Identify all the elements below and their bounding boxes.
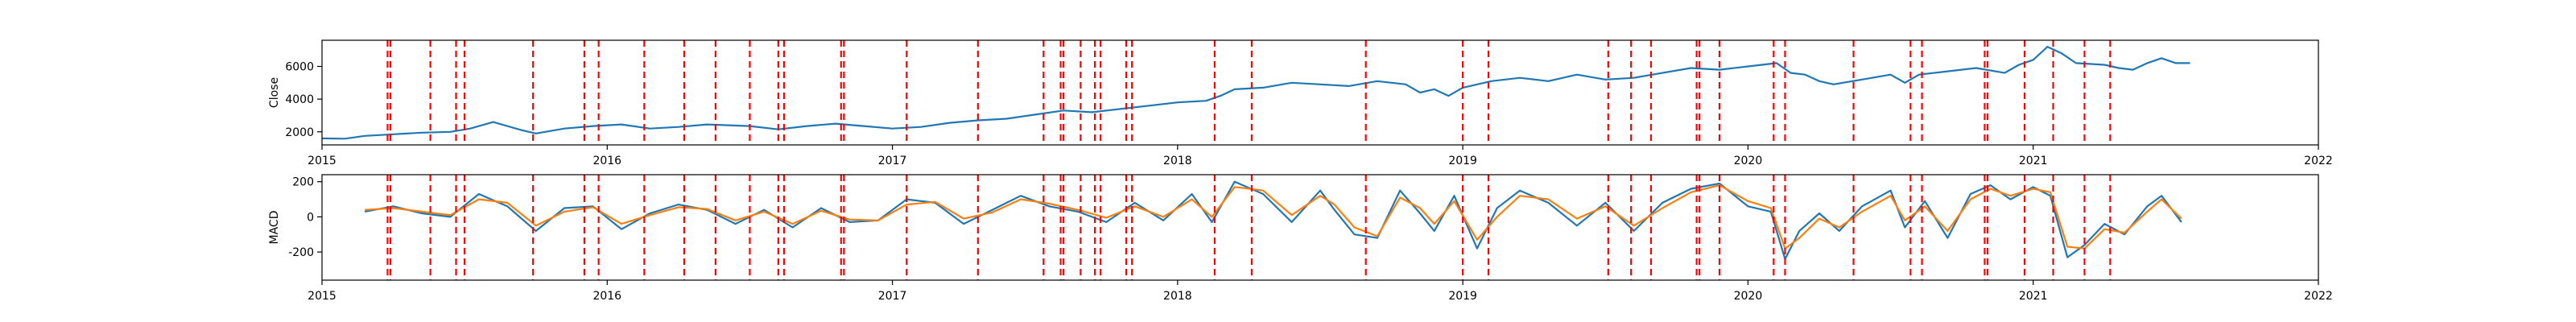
axes-frame — [321, 174, 2319, 281]
x-tick-label: 2022 — [2304, 290, 2333, 303]
close-price-panel: 2000 4000 6000 2015 2016 2017 2018 2019 2020 2021… — [268, 39, 2333, 167]
x-tick-label: 2021 — [2019, 290, 2048, 303]
x-tick-label: 2015 — [308, 155, 336, 167]
y-tick-label: 200 — [292, 176, 314, 189]
signal-series-line — [365, 184, 2182, 250]
x-tick-label: 2016 — [592, 290, 621, 303]
x-tick-label: 2020 — [1734, 155, 1763, 167]
close-series-line — [321, 45, 2190, 140]
x-tick-label: 2017 — [878, 290, 907, 303]
y-tick-label: 0 — [307, 211, 314, 224]
x-tick-label: 2020 — [1734, 290, 1763, 303]
x-tick-label: 2018 — [1163, 155, 1192, 167]
x-tick-label: 2015 — [308, 290, 336, 303]
x-tick-label: 2017 — [878, 155, 907, 167]
axes-frame — [321, 39, 2319, 146]
x-tick-label: 2019 — [1448, 155, 1477, 167]
y-tick-label: 2000 — [285, 126, 314, 139]
macd-series-line — [364, 180, 2182, 260]
y-tick-label: 4000 — [285, 93, 314, 106]
macd-panel: -200 0 200 2015 2016 2017 2018 2019 2020 2021 2022… — [268, 174, 2333, 303]
x-tick-label: 2016 — [592, 155, 621, 167]
x-tick-label: 2019 — [1448, 290, 1477, 303]
x-tick-label: 2021 — [2019, 155, 2048, 167]
y-axis-label: MACD — [268, 211, 281, 245]
y-axis-label: Close — [268, 77, 281, 108]
y-tick-label: 6000 — [285, 61, 314, 74]
x-tick-label: 2022 — [2304, 155, 2333, 167]
x-tick-label: 2018 — [1163, 290, 1192, 303]
y-tick-label: -200 — [288, 246, 314, 259]
